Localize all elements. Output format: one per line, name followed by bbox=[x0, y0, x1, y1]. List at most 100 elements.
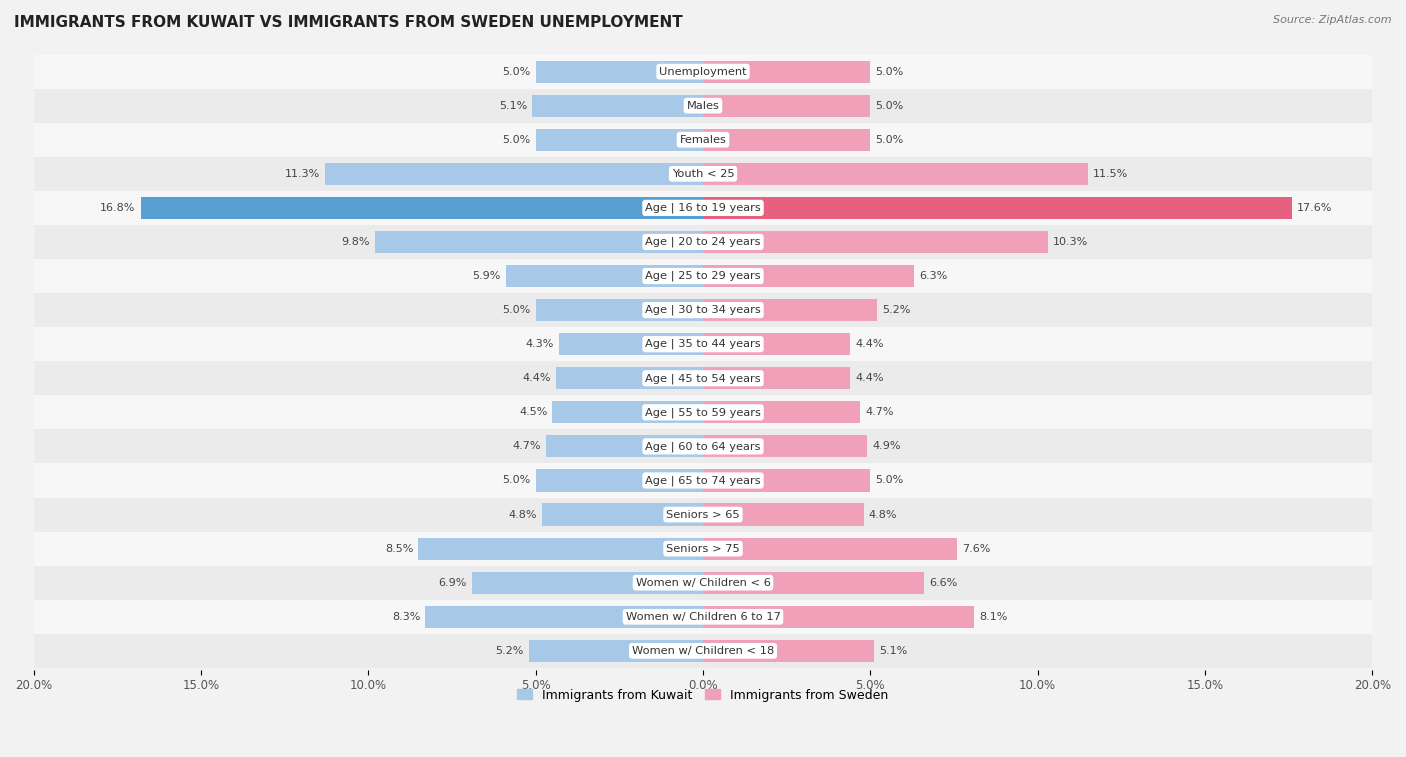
Bar bbox=[703, 299, 877, 321]
Text: Women w/ Children < 6: Women w/ Children < 6 bbox=[636, 578, 770, 587]
Text: 6.9%: 6.9% bbox=[439, 578, 467, 587]
Text: 5.0%: 5.0% bbox=[502, 135, 530, 145]
Text: 11.5%: 11.5% bbox=[1092, 169, 1128, 179]
Text: 4.4%: 4.4% bbox=[855, 373, 884, 383]
Text: Women w/ Children 6 to 17: Women w/ Children 6 to 17 bbox=[626, 612, 780, 621]
FancyBboxPatch shape bbox=[34, 157, 1372, 191]
Text: Source: ZipAtlas.com: Source: ZipAtlas.com bbox=[1274, 15, 1392, 25]
Bar bbox=[703, 572, 924, 593]
Text: 8.3%: 8.3% bbox=[392, 612, 420, 621]
Text: 4.3%: 4.3% bbox=[526, 339, 554, 349]
Text: 5.9%: 5.9% bbox=[472, 271, 501, 281]
Bar bbox=[703, 640, 873, 662]
Bar bbox=[506, 265, 703, 287]
Bar bbox=[703, 129, 870, 151]
Bar bbox=[529, 640, 703, 662]
Text: 5.0%: 5.0% bbox=[502, 305, 530, 315]
Bar bbox=[533, 95, 703, 117]
Text: 4.8%: 4.8% bbox=[509, 509, 537, 519]
Text: 17.6%: 17.6% bbox=[1298, 203, 1333, 213]
Text: 5.0%: 5.0% bbox=[876, 135, 904, 145]
Bar bbox=[703, 163, 1088, 185]
Text: 5.2%: 5.2% bbox=[495, 646, 524, 656]
Bar bbox=[703, 95, 870, 117]
Text: IMMIGRANTS FROM KUWAIT VS IMMIGRANTS FROM SWEDEN UNEMPLOYMENT: IMMIGRANTS FROM KUWAIT VS IMMIGRANTS FRO… bbox=[14, 15, 683, 30]
FancyBboxPatch shape bbox=[34, 327, 1372, 361]
Text: Seniors > 65: Seniors > 65 bbox=[666, 509, 740, 519]
Text: Age | 30 to 34 years: Age | 30 to 34 years bbox=[645, 305, 761, 316]
Text: Youth < 25: Youth < 25 bbox=[672, 169, 734, 179]
Text: 5.0%: 5.0% bbox=[876, 101, 904, 111]
Text: 5.0%: 5.0% bbox=[876, 475, 904, 485]
Text: 6.3%: 6.3% bbox=[920, 271, 948, 281]
FancyBboxPatch shape bbox=[34, 191, 1372, 225]
Bar bbox=[375, 231, 703, 253]
Bar bbox=[703, 469, 870, 491]
Text: 10.3%: 10.3% bbox=[1053, 237, 1088, 247]
Bar bbox=[703, 333, 851, 355]
Text: Women w/ Children < 18: Women w/ Children < 18 bbox=[631, 646, 775, 656]
Text: 5.1%: 5.1% bbox=[499, 101, 527, 111]
FancyBboxPatch shape bbox=[34, 225, 1372, 259]
Text: Age | 16 to 19 years: Age | 16 to 19 years bbox=[645, 203, 761, 213]
Bar bbox=[325, 163, 703, 185]
Text: Seniors > 75: Seniors > 75 bbox=[666, 544, 740, 553]
FancyBboxPatch shape bbox=[34, 395, 1372, 429]
FancyBboxPatch shape bbox=[34, 55, 1372, 89]
Bar bbox=[703, 367, 851, 389]
Bar bbox=[553, 401, 703, 423]
Text: Age | 20 to 24 years: Age | 20 to 24 years bbox=[645, 237, 761, 248]
Text: Age | 55 to 59 years: Age | 55 to 59 years bbox=[645, 407, 761, 418]
FancyBboxPatch shape bbox=[34, 634, 1372, 668]
Bar bbox=[703, 231, 1047, 253]
Text: 4.7%: 4.7% bbox=[865, 407, 894, 417]
Bar bbox=[472, 572, 703, 593]
Bar bbox=[703, 61, 870, 83]
Text: 4.5%: 4.5% bbox=[519, 407, 547, 417]
FancyBboxPatch shape bbox=[34, 600, 1372, 634]
Bar bbox=[560, 333, 703, 355]
Bar bbox=[543, 503, 703, 525]
Text: 4.8%: 4.8% bbox=[869, 509, 897, 519]
Legend: Immigrants from Kuwait, Immigrants from Sweden: Immigrants from Kuwait, Immigrants from … bbox=[512, 684, 894, 706]
Text: Age | 45 to 54 years: Age | 45 to 54 years bbox=[645, 373, 761, 384]
Text: 8.1%: 8.1% bbox=[979, 612, 1008, 621]
Bar bbox=[419, 537, 703, 559]
Text: Age | 65 to 74 years: Age | 65 to 74 years bbox=[645, 475, 761, 486]
Text: 4.4%: 4.4% bbox=[855, 339, 884, 349]
Text: 5.0%: 5.0% bbox=[502, 475, 530, 485]
Bar bbox=[425, 606, 703, 628]
Bar bbox=[703, 537, 957, 559]
FancyBboxPatch shape bbox=[34, 123, 1372, 157]
Text: Females: Females bbox=[679, 135, 727, 145]
Text: 4.4%: 4.4% bbox=[522, 373, 551, 383]
Text: 8.5%: 8.5% bbox=[385, 544, 413, 553]
Text: Males: Males bbox=[686, 101, 720, 111]
Bar bbox=[703, 265, 914, 287]
FancyBboxPatch shape bbox=[34, 293, 1372, 327]
Text: 4.7%: 4.7% bbox=[512, 441, 541, 451]
FancyBboxPatch shape bbox=[34, 565, 1372, 600]
Bar bbox=[703, 606, 974, 628]
Text: Age | 25 to 29 years: Age | 25 to 29 years bbox=[645, 271, 761, 282]
FancyBboxPatch shape bbox=[34, 429, 1372, 463]
Bar bbox=[546, 435, 703, 457]
FancyBboxPatch shape bbox=[34, 463, 1372, 497]
Text: 6.6%: 6.6% bbox=[929, 578, 957, 587]
Text: 5.0%: 5.0% bbox=[502, 67, 530, 76]
Bar bbox=[555, 367, 703, 389]
Bar bbox=[536, 61, 703, 83]
Text: 4.9%: 4.9% bbox=[872, 441, 900, 451]
Text: 7.6%: 7.6% bbox=[963, 544, 991, 553]
Bar bbox=[703, 197, 1292, 219]
Text: Age | 35 to 44 years: Age | 35 to 44 years bbox=[645, 339, 761, 350]
Text: 9.8%: 9.8% bbox=[342, 237, 370, 247]
FancyBboxPatch shape bbox=[34, 89, 1372, 123]
Text: Age | 60 to 64 years: Age | 60 to 64 years bbox=[645, 441, 761, 452]
FancyBboxPatch shape bbox=[34, 497, 1372, 531]
Bar bbox=[536, 129, 703, 151]
Text: 5.2%: 5.2% bbox=[882, 305, 911, 315]
Bar bbox=[536, 299, 703, 321]
Text: 16.8%: 16.8% bbox=[100, 203, 135, 213]
Bar bbox=[703, 435, 868, 457]
